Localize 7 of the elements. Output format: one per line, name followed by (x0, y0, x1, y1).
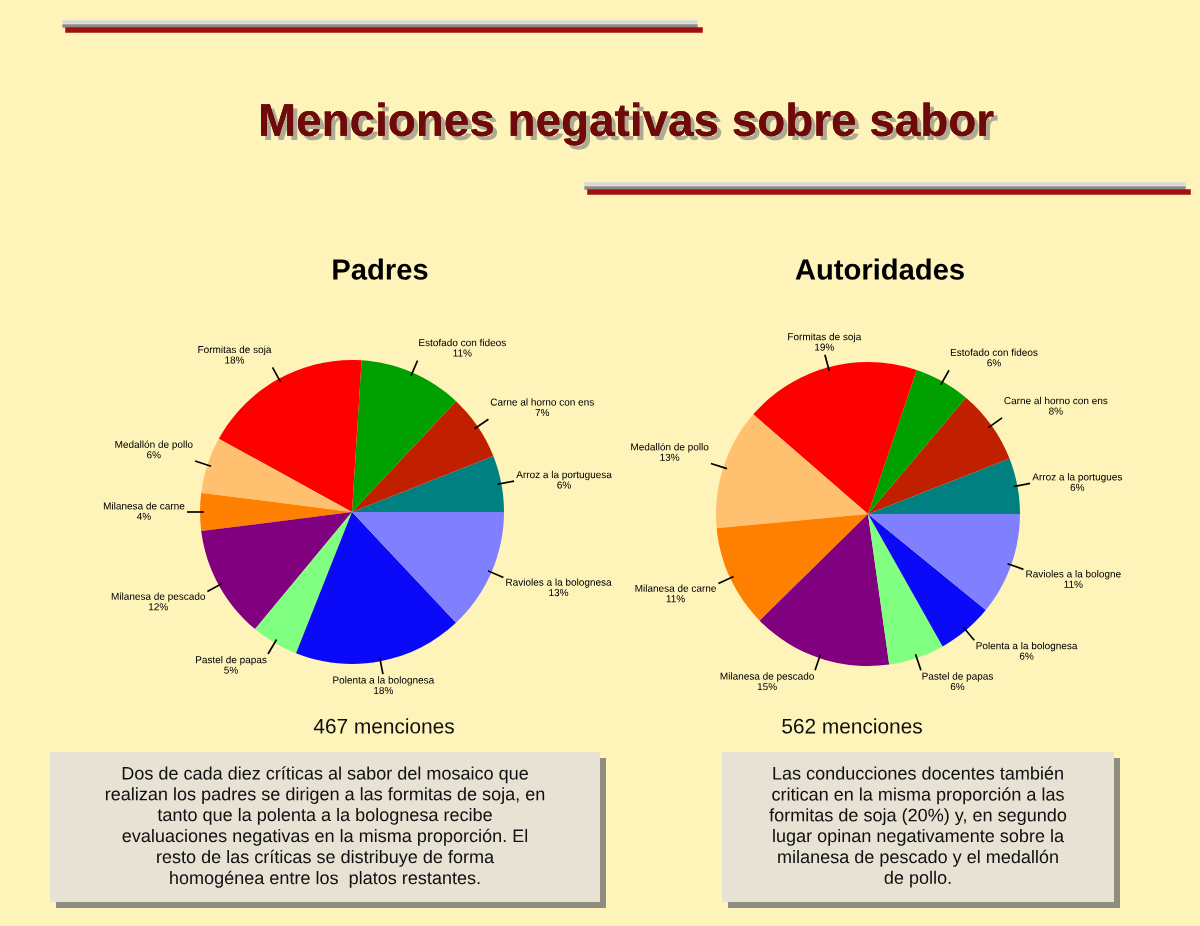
chart-title: Padres (333, 258, 428, 280)
text: Dos de cada diez críticas al sabor del mosaico que realizan los padres se dirigen a las formitas de soja, en tanto que la polenta a la bolognesa recibe evaluaciones negativas en la misma proporción. El resto de las críticas se distribuye de forma homogénea entre los platos restantes. (105, 766, 545, 888)
text: Las conducciones docentes también critican en la misma proporción a las formitas de soja (20%) y, en segundo lugar opinan negativamente sobre la milanesa de pescado y el medallón de pollo. (769, 766, 1067, 888)
text: Menciones negativas sobre sabor (261, 102, 998, 150)
text: 467 menciones (313, 718, 454, 734)
chart-title: Autoridades (795, 258, 964, 280)
text: 562 menciones (782, 718, 922, 734)
